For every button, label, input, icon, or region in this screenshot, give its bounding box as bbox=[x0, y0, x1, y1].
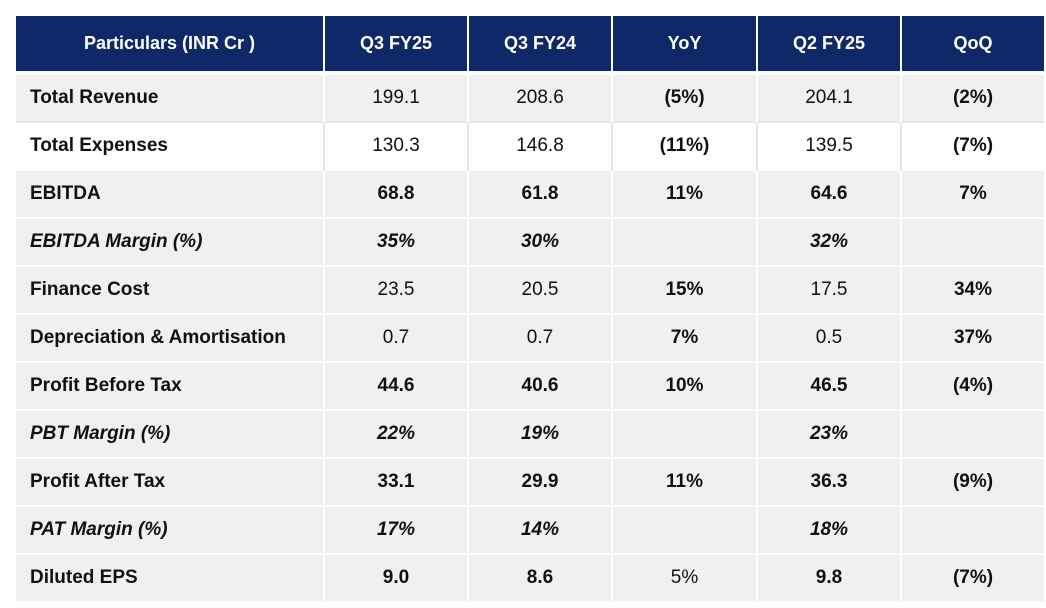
cell-qoq: 34% bbox=[901, 265, 1044, 314]
cell-qoq: 7% bbox=[901, 169, 1044, 218]
row-label: PBT Margin (%) bbox=[16, 409, 325, 458]
cell-q2-fy25: 139.5 bbox=[757, 121, 902, 170]
cell-q3-fy24: 30% bbox=[468, 217, 613, 266]
header-q3-fy24: Q3 FY24 bbox=[468, 16, 613, 73]
financial-summary-table: Particulars (INR Cr ) Q3 FY25 Q3 FY24 Yo… bbox=[16, 16, 1044, 601]
cell-q3-fy24: 0.7 bbox=[468, 313, 613, 362]
cell-q3-fy25: 23.5 bbox=[324, 265, 469, 314]
cell-q2-fy25: 46.5 bbox=[757, 361, 902, 410]
cell-q2-fy25: 0.5 bbox=[757, 313, 902, 362]
cell-yoy: 7% bbox=[612, 313, 758, 362]
cell-yoy: 15% bbox=[612, 265, 758, 314]
row-label: Total Revenue bbox=[16, 71, 325, 122]
cell-qoq bbox=[901, 505, 1044, 554]
table-row: Diluted EPS 9.0 8.6 5% 9.8 (7%) bbox=[16, 553, 1044, 601]
header-particulars: Particulars (INR Cr ) bbox=[16, 16, 325, 73]
table-row: EBITDA Margin (%) 35% 30% 32% bbox=[16, 217, 1044, 266]
table-row: Total Expenses 130.3 146.8 (11%) 139.5 (… bbox=[16, 121, 1044, 170]
table-row: Finance Cost 23.5 20.5 15% 17.5 34% bbox=[16, 265, 1044, 314]
cell-q2-fy25: 9.8 bbox=[757, 553, 902, 601]
table-row: Depreciation & Amortisation 0.7 0.7 7% 0… bbox=[16, 313, 1044, 362]
cell-q3-fy24: 208.6 bbox=[468, 71, 613, 122]
row-label: Diluted EPS bbox=[16, 553, 325, 601]
cell-q3-fy24: 61.8 bbox=[468, 169, 613, 218]
table-row: PBT Margin (%) 22% 19% 23% bbox=[16, 409, 1044, 458]
cell-q3-fy24: 14% bbox=[468, 505, 613, 554]
row-label: EBITDA Margin (%) bbox=[16, 217, 325, 266]
cell-yoy: 11% bbox=[612, 457, 758, 506]
cell-yoy: 5% bbox=[612, 553, 758, 601]
cell-qoq: (4%) bbox=[901, 361, 1044, 410]
cell-q2-fy25: 32% bbox=[757, 217, 902, 266]
cell-q3-fy24: 40.6 bbox=[468, 361, 613, 410]
header-yoy: YoY bbox=[612, 16, 758, 73]
table-row: Profit Before Tax 44.6 40.6 10% 46.5 (4%… bbox=[16, 361, 1044, 410]
financial-summary-table-container: Particulars (INR Cr ) Q3 FY25 Q3 FY24 Yo… bbox=[16, 16, 1044, 601]
row-label: EBITDA bbox=[16, 169, 325, 218]
cell-yoy bbox=[612, 217, 758, 266]
cell-q2-fy25: 18% bbox=[757, 505, 902, 554]
cell-q3-fy25: 9.0 bbox=[324, 553, 469, 601]
cell-yoy: (11%) bbox=[612, 121, 758, 170]
cell-yoy: 10% bbox=[612, 361, 758, 410]
cell-q2-fy25: 204.1 bbox=[757, 71, 902, 122]
cell-qoq: (7%) bbox=[901, 121, 1044, 170]
cell-yoy: 11% bbox=[612, 169, 758, 218]
cell-q2-fy25: 36.3 bbox=[757, 457, 902, 506]
cell-q3-fy25: 68.8 bbox=[324, 169, 469, 218]
cell-q3-fy25: 17% bbox=[324, 505, 469, 554]
cell-q3-fy25: 22% bbox=[324, 409, 469, 458]
cell-qoq bbox=[901, 409, 1044, 458]
cell-qoq: (9%) bbox=[901, 457, 1044, 506]
cell-yoy bbox=[612, 409, 758, 458]
cell-q3-fy25: 35% bbox=[324, 217, 469, 266]
cell-q3-fy24: 20.5 bbox=[468, 265, 613, 314]
cell-q3-fy25: 33.1 bbox=[324, 457, 469, 506]
cell-q3-fy24: 146.8 bbox=[468, 121, 613, 170]
cell-qoq: (2%) bbox=[901, 71, 1044, 122]
cell-q3-fy25: 44.6 bbox=[324, 361, 469, 410]
cell-qoq: (7%) bbox=[901, 553, 1044, 601]
row-label: Depreciation & Amortisation bbox=[16, 313, 325, 362]
cell-q3-fy25: 130.3 bbox=[324, 121, 469, 170]
header-q2-fy25: Q2 FY25 bbox=[757, 16, 902, 73]
cell-q2-fy25: 64.6 bbox=[757, 169, 902, 218]
table-row: Profit After Tax 33.1 29.9 11% 36.3 (9%) bbox=[16, 457, 1044, 506]
table-row: EBITDA 68.8 61.8 11% 64.6 7% bbox=[16, 169, 1044, 218]
header-qoq: QoQ bbox=[901, 16, 1044, 73]
cell-qoq bbox=[901, 217, 1044, 266]
cell-q3-fy25: 0.7 bbox=[324, 313, 469, 362]
row-label: Profit Before Tax bbox=[16, 361, 325, 410]
row-label: Finance Cost bbox=[16, 265, 325, 314]
cell-q3-fy25: 199.1 bbox=[324, 71, 469, 122]
cell-q3-fy24: 19% bbox=[468, 409, 613, 458]
cell-q3-fy24: 29.9 bbox=[468, 457, 613, 506]
row-label: Total Expenses bbox=[16, 121, 325, 170]
header-row: Particulars (INR Cr ) Q3 FY25 Q3 FY24 Yo… bbox=[16, 16, 1044, 73]
row-label: PAT Margin (%) bbox=[16, 505, 325, 554]
cell-q3-fy24: 8.6 bbox=[468, 553, 613, 601]
cell-yoy bbox=[612, 505, 758, 554]
cell-yoy: (5%) bbox=[612, 71, 758, 122]
table-row: Total Revenue 199.1 208.6 (5%) 204.1 (2%… bbox=[16, 71, 1044, 122]
row-label: Profit After Tax bbox=[16, 457, 325, 506]
cell-q2-fy25: 23% bbox=[757, 409, 902, 458]
header-q3-fy25: Q3 FY25 bbox=[324, 16, 469, 73]
cell-qoq: 37% bbox=[901, 313, 1044, 362]
table-row: PAT Margin (%) 17% 14% 18% bbox=[16, 505, 1044, 554]
cell-q2-fy25: 17.5 bbox=[757, 265, 902, 314]
